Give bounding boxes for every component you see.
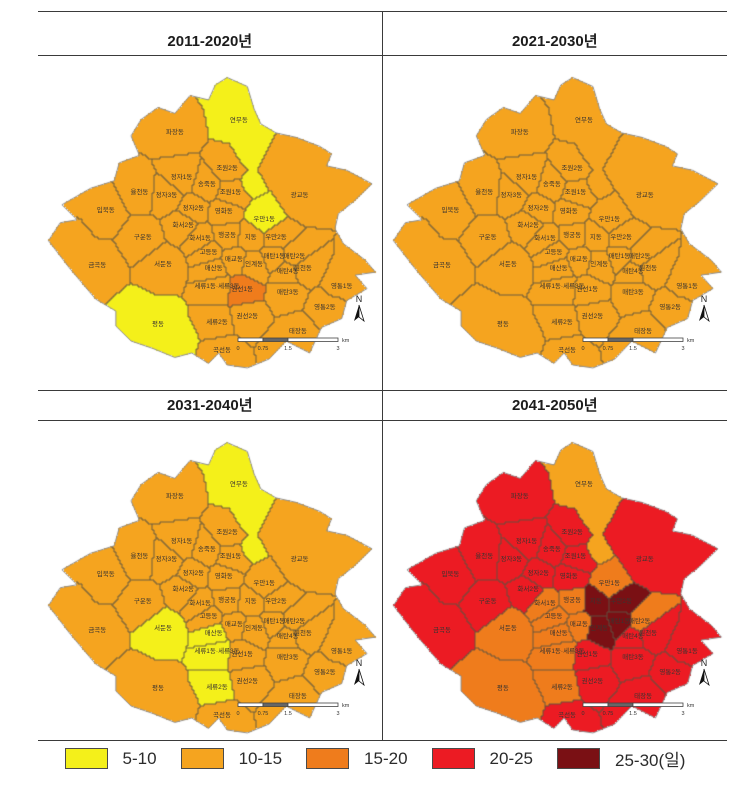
map-canvas (382, 71, 728, 375)
north-arrow-icon: N (353, 658, 365, 687)
choropleth-map-2021-2030: 파장동 연무동 조원2동 정자1동 율천동 정자3동 송죽동 조원1동 정자2동 영화동 입북동 우만… (382, 71, 728, 375)
map-panel-2011-2020: 2011-2020년 파장동 연무동 조원2동 정자1동 율천동 정자3동 송죽동 조원1동 정… (38, 12, 383, 375)
map-canvas (38, 71, 382, 375)
svg-text:0: 0 (236, 346, 239, 352)
svg-text:0: 0 (581, 711, 584, 717)
legend-swatch-25-30 (557, 748, 601, 769)
svg-text:1.5: 1.5 (629, 711, 637, 717)
svg-text:km: km (687, 703, 695, 709)
legend-label: 20-25 (489, 748, 534, 768)
north-arrow-icon: N (353, 294, 365, 323)
legend-item: 5-10 (64, 748, 157, 769)
svg-text:0: 0 (581, 346, 584, 352)
legend-swatch-15-20 (306, 748, 350, 769)
svg-text:N: N (355, 294, 362, 304)
svg-text:km: km (687, 338, 695, 344)
choropleth-map-2011-2020: 파장동 연무동 조원2동 정자1동 율천동 정자3동 송죽동 조원1동 정자2동 영화동 입북동 우만… (38, 71, 382, 375)
panel-title-2041-2050: 2041-2050년 (382, 390, 727, 421)
svg-text:0.75: 0.75 (257, 711, 268, 717)
panel-title-2031-2040: 2031-2040년 (38, 390, 382, 421)
map-canvas (38, 435, 382, 740)
legend-label: 10-15 (238, 748, 283, 768)
svg-text:1.5: 1.5 (284, 346, 292, 352)
figure-table: 2011-2020년 파장동 연무동 조원2동 정자1동 율천동 정자3동 송죽동 조원1동 정… (38, 11, 728, 741)
svg-text:3: 3 (336, 346, 339, 352)
svg-text:km: km (342, 703, 350, 709)
map-row-2: 2031-2040년 파장동 연무동 조원2동 정자1동 율천동 정자3동 송죽동 조원1동 정… (38, 375, 728, 740)
svg-text:N: N (701, 658, 708, 668)
map-canvas (382, 435, 728, 740)
panel-title-2011-2020: 2011-2020년 (38, 27, 382, 56)
north-arrow-icon: N (699, 658, 710, 687)
map-panel-2031-2040: 2031-2040년 파장동 연무동 조원2동 정자1동 율천동 정자3동 송죽동 조원1동 정… (38, 375, 383, 740)
legend-item: 15-20 (306, 748, 408, 769)
scale-bar: km 0 0.75 1.5 3 (581, 338, 695, 352)
map-row-1: 2011-2020년 파장동 연무동 조원2동 정자1동 율천동 정자3동 송죽동 조원1동 정… (38, 12, 728, 375)
svg-text:0.75: 0.75 (257, 346, 268, 352)
map-panel-2021-2030: 2021-2030년 파장동 연무동 조원2동 정자1동 율천동 정자3동 송죽동 조원1동 정… (382, 12, 728, 375)
svg-text:N: N (355, 658, 362, 668)
svg-text:1.5: 1.5 (629, 346, 637, 352)
legend-swatch-10-15 (180, 748, 224, 769)
legend-swatch-20-25 (431, 748, 475, 769)
svg-text:3: 3 (681, 711, 684, 717)
legend-label: 15-20 (364, 748, 408, 768)
scale-bar: km 0 0.75 1.5 3 (236, 338, 350, 352)
choropleth-map-2031-2040: 파장동 연무동 조원2동 정자1동 율천동 정자3동 송죽동 조원1동 정자2동 영화동 입북동 우만… (38, 435, 382, 740)
svg-text:0.75: 0.75 (603, 346, 614, 352)
scale-bar: km 0 0.75 1.5 3 (236, 702, 350, 717)
map-panel-2041-2050: 2041-2050년 파장동 연무동 조원2동 정자1동 율천동 정자3동 송죽동 조원1동 정… (382, 375, 728, 740)
panel-title-2021-2030: 2021-2030년 (382, 27, 727, 56)
legend-label: 5-10 (122, 748, 157, 768)
svg-text:0.75: 0.75 (603, 711, 614, 717)
legend-item: 10-15 (180, 748, 283, 769)
legend-item: 20-25 (431, 748, 534, 769)
figure-caption: <그림 3-10> 수원시 동별 연중 폭염일수 RCP 4.5 시나리오 (0, 788, 750, 793)
scale-bar: km 0 0.75 1.5 3 (581, 702, 695, 717)
legend-label: 25-30(일) (615, 751, 686, 770)
legend: 5-10 10-15 15-20 20-25 25-30(일) (0, 746, 750, 772)
svg-text:1.5: 1.5 (284, 711, 292, 717)
svg-text:N: N (701, 294, 708, 304)
legend-swatch-5-10 (64, 748, 108, 769)
legend-item: 25-30(일) (557, 746, 685, 771)
north-arrow-icon: N (699, 294, 710, 323)
svg-text:km: km (342, 338, 350, 344)
svg-text:3: 3 (681, 346, 684, 352)
svg-text:3: 3 (336, 711, 339, 717)
svg-text:0: 0 (236, 711, 239, 717)
choropleth-map-2041-2050: 파장동 연무동 조원2동 정자1동 율천동 정자3동 송죽동 조원1동 정자2동 영화동 입북동 우만… (382, 435, 728, 740)
